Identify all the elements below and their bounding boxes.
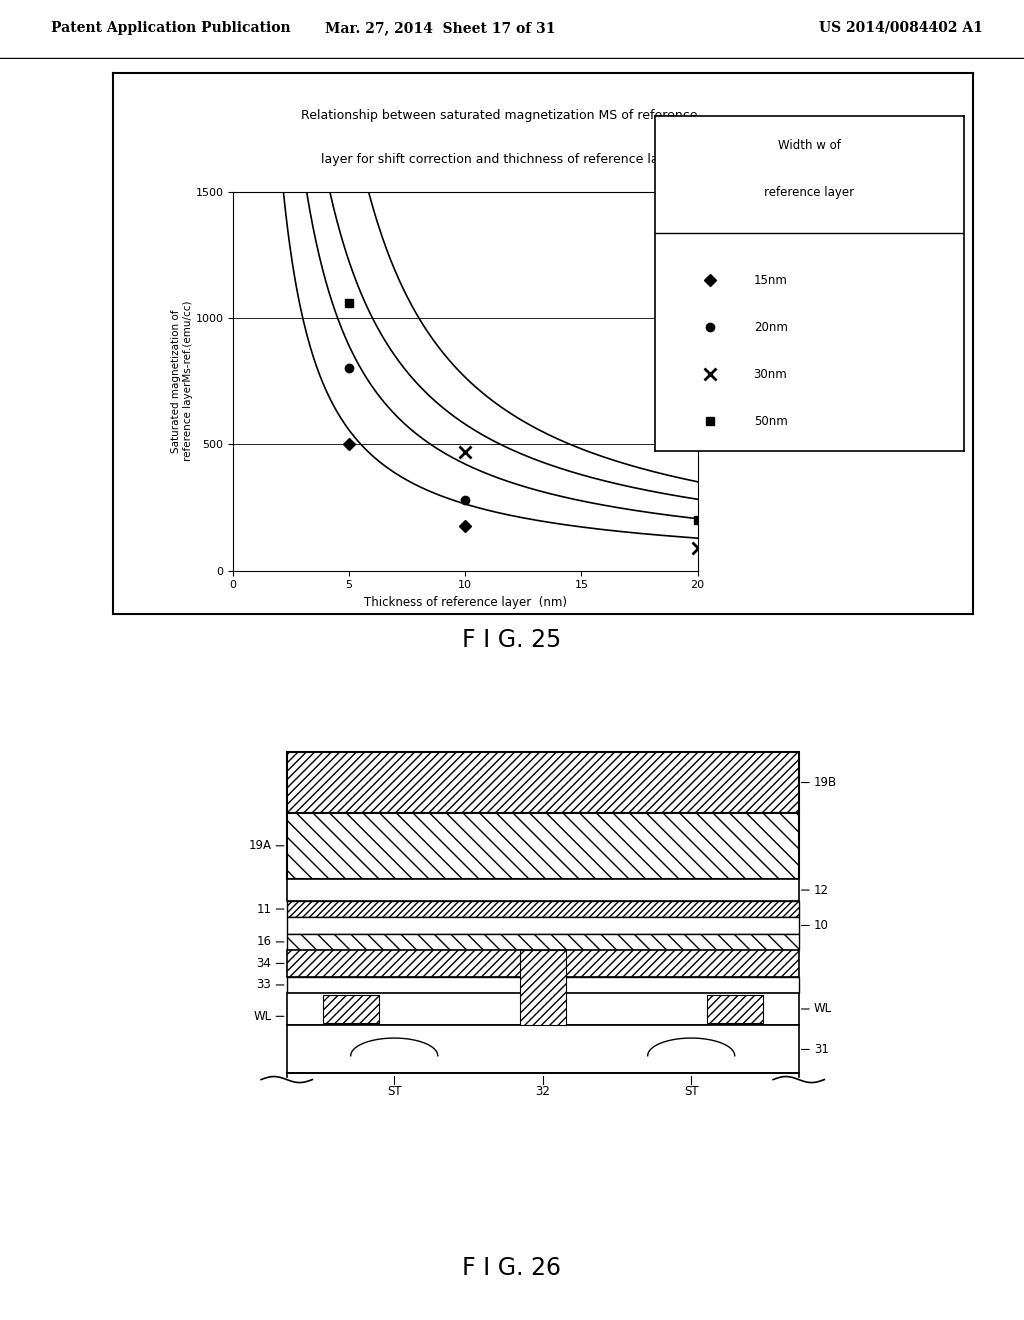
Y-axis label: Saturated magnetization of
reference layerMs-ref.(emu/cc): Saturated magnetization of reference lay… xyxy=(171,301,193,461)
Bar xyxy=(287,879,799,902)
Bar xyxy=(287,916,799,935)
Text: 30nm: 30nm xyxy=(754,368,787,380)
Text: 31: 31 xyxy=(814,1043,829,1056)
Text: 16: 16 xyxy=(256,936,271,949)
Bar xyxy=(323,995,379,1023)
Text: 20nm: 20nm xyxy=(754,321,787,334)
Text: Patent Application Publication: Patent Application Publication xyxy=(51,21,291,34)
Text: 19B: 19B xyxy=(814,776,838,789)
Bar xyxy=(287,752,799,813)
Text: Relationship between saturated magnetization MS of reference: Relationship between saturated magnetiza… xyxy=(301,110,698,123)
Bar xyxy=(287,993,799,1026)
Text: reference layer: reference layer xyxy=(764,186,854,199)
X-axis label: Thickness of reference layer  (nm): Thickness of reference layer (nm) xyxy=(364,595,567,609)
Bar xyxy=(287,935,799,949)
Bar xyxy=(287,949,799,977)
Text: US 2014/0084402 A1: US 2014/0084402 A1 xyxy=(819,21,983,34)
Text: 34: 34 xyxy=(256,957,271,970)
Text: 11: 11 xyxy=(256,903,271,916)
Bar xyxy=(287,813,799,879)
Bar xyxy=(287,902,799,916)
Bar xyxy=(287,977,799,993)
Text: F I G. 26: F I G. 26 xyxy=(463,1257,561,1280)
Text: 12: 12 xyxy=(814,883,829,896)
Text: 19A: 19A xyxy=(249,840,271,853)
Text: Width w of: Width w of xyxy=(778,140,841,152)
Text: 32: 32 xyxy=(536,1085,550,1098)
Text: 10: 10 xyxy=(814,919,829,932)
Text: 15nm: 15nm xyxy=(754,273,787,286)
Text: F I G. 25: F I G. 25 xyxy=(463,628,561,652)
Bar xyxy=(520,949,565,1026)
Text: 33: 33 xyxy=(257,978,271,991)
Text: Mar. 27, 2014  Sheet 17 of 31: Mar. 27, 2014 Sheet 17 of 31 xyxy=(325,21,556,34)
Bar xyxy=(287,1026,799,1073)
Text: WL: WL xyxy=(253,1010,271,1023)
Text: ST: ST xyxy=(684,1085,698,1098)
Text: ST: ST xyxy=(387,1085,401,1098)
Text: WL: WL xyxy=(814,1002,833,1015)
Bar xyxy=(707,995,763,1023)
Text: 50nm: 50nm xyxy=(754,414,787,428)
Text: layer for shift correction and thichness of reference layer: layer for shift correction and thichness… xyxy=(321,153,679,166)
